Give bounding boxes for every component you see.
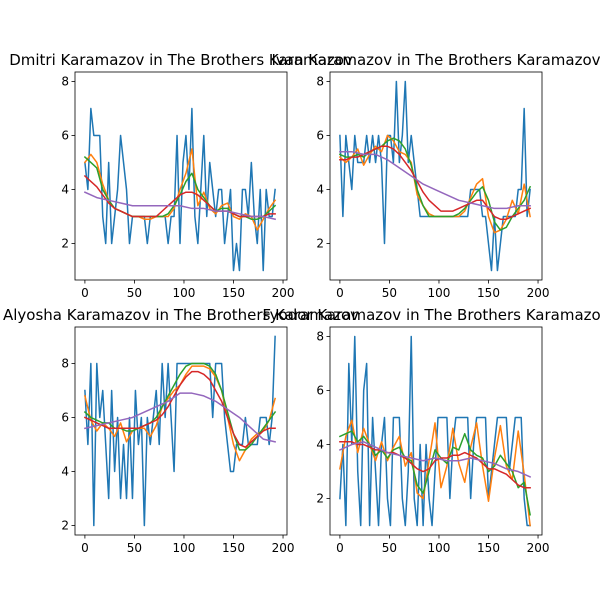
x-tick-label: 50 — [382, 286, 397, 300]
series-line-4 — [83, 174, 276, 218]
y-tick-label: 8 — [61, 75, 69, 89]
y-tick-label: 2 — [316, 237, 324, 251]
plot-area — [330, 72, 542, 280]
subplot-3: 0 50 100 150 200 2 4 6 8 — [61, 326, 295, 555]
x-tick-label: 100 — [428, 286, 451, 300]
y-tick-label: 4 — [316, 183, 324, 197]
series-line-4 — [339, 441, 531, 489]
x-tick-label: 150 — [222, 286, 245, 300]
series-line-5 — [338, 441, 532, 478]
axes-frame — [74, 71, 288, 281]
subplot-title: Dmitri Karamazov in The Brothers Karamaz… — [9, 51, 353, 69]
subplot-2: 0 50 100 150 200 2 4 6 8 — [316, 71, 550, 300]
subplot-title: Alyosha Karamazov in The Brothers Karama… — [3, 306, 359, 324]
y-tick-label: 2 — [316, 492, 324, 506]
x-tick-label: 150 — [222, 541, 245, 555]
series-line-4 — [339, 145, 532, 220]
x-tick-label: 0 — [81, 541, 89, 555]
y-tick-label: 8 — [316, 330, 324, 344]
x-tick-label: 200 — [272, 286, 295, 300]
y-tick-label: 6 — [316, 129, 324, 143]
x-tick-label: 100 — [173, 286, 196, 300]
series-line-4 — [83, 370, 276, 448]
y-tick-label: 8 — [61, 357, 69, 371]
axes-frame — [329, 71, 543, 281]
y-tick-label: 8 — [316, 75, 324, 89]
x-tick-label: 100 — [428, 541, 451, 555]
series-line-1 — [84, 335, 276, 527]
x-tick-label: 50 — [382, 541, 397, 555]
subplot-4: 0 50 100 150 200 2 4 6 8 — [316, 326, 550, 555]
series-line-5 — [83, 191, 277, 221]
y-tick-label: 2 — [61, 237, 69, 251]
series-line-1 — [84, 107, 276, 272]
x-tick-label: 0 — [336, 541, 344, 555]
x-tick-label: 0 — [336, 286, 344, 300]
x-tick-label: 150 — [477, 286, 500, 300]
y-tick-label: 4 — [61, 183, 69, 197]
axes-frame — [329, 326, 543, 536]
subplot-1: 0 50 100 150 200 2 4 6 8 — [61, 71, 295, 300]
x-tick-label: 0 — [81, 286, 89, 300]
series-line-1 — [339, 335, 531, 527]
subplot-title: Ivan Karamazov in The Brothers Karamazov — [271, 51, 600, 69]
series-line-2 — [339, 419, 531, 527]
series-line-5 — [339, 150, 531, 210]
x-tick-label: 200 — [527, 541, 550, 555]
subplot-title: Fyodor Karamazov in The Brothers Karamaz… — [262, 306, 600, 324]
x-tick-label: 200 — [527, 286, 550, 300]
y-tick-label: 4 — [316, 438, 324, 452]
y-tick-label: 6 — [61, 129, 69, 143]
y-tick-label: 2 — [61, 519, 69, 533]
plot-area — [75, 72, 287, 280]
x-tick-label: 50 — [127, 541, 142, 555]
x-tick-label: 200 — [272, 541, 295, 555]
x-tick-label: 50 — [127, 286, 142, 300]
y-tick-label: 4 — [61, 465, 69, 479]
x-tick-label: 100 — [173, 541, 196, 555]
y-tick-label: 6 — [61, 411, 69, 425]
y-tick-label: 6 — [316, 384, 324, 398]
axes-frame — [74, 326, 288, 536]
series-line-5 — [84, 392, 277, 443]
x-tick-label: 150 — [477, 541, 500, 555]
